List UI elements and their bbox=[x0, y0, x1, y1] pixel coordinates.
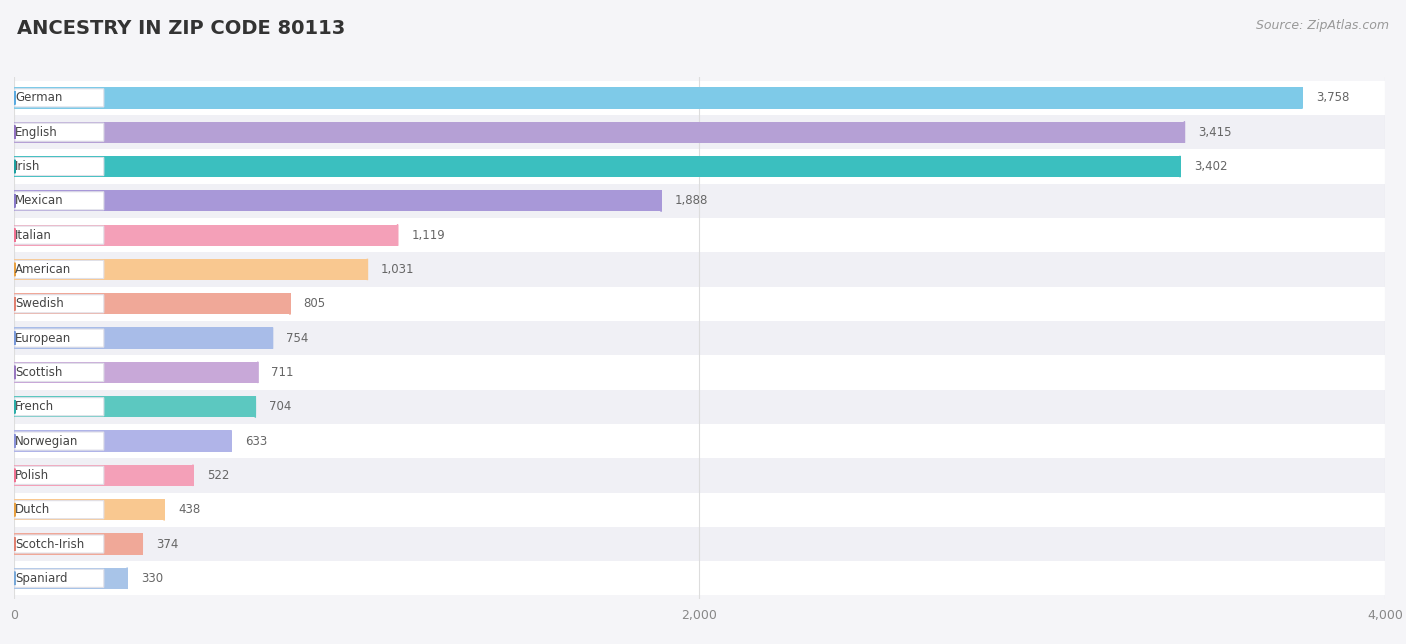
Bar bbox=[14, 225, 398, 246]
Bar bbox=[14, 533, 142, 554]
Bar bbox=[14, 390, 1385, 424]
Text: 754: 754 bbox=[287, 332, 308, 345]
Text: Scottish: Scottish bbox=[15, 366, 62, 379]
Bar bbox=[14, 561, 1385, 596]
Bar bbox=[14, 122, 1184, 143]
FancyBboxPatch shape bbox=[14, 432, 104, 450]
Text: 522: 522 bbox=[207, 469, 229, 482]
Bar bbox=[14, 568, 127, 589]
Text: Norwegian: Norwegian bbox=[15, 435, 79, 448]
Bar bbox=[14, 430, 231, 451]
FancyBboxPatch shape bbox=[14, 329, 104, 347]
Text: French: French bbox=[15, 400, 53, 413]
Text: 805: 805 bbox=[304, 298, 326, 310]
Bar bbox=[14, 396, 256, 417]
Bar bbox=[14, 321, 1385, 355]
FancyBboxPatch shape bbox=[14, 363, 104, 381]
Bar bbox=[14, 190, 661, 211]
FancyBboxPatch shape bbox=[14, 535, 104, 553]
Bar bbox=[14, 459, 1385, 493]
Text: 1,888: 1,888 bbox=[675, 194, 709, 207]
Bar bbox=[14, 355, 1385, 390]
Bar bbox=[14, 287, 1385, 321]
Text: 3,415: 3,415 bbox=[1198, 126, 1232, 138]
Bar bbox=[14, 293, 290, 314]
Text: 633: 633 bbox=[245, 435, 267, 448]
FancyBboxPatch shape bbox=[14, 226, 104, 244]
Bar bbox=[14, 527, 1385, 561]
FancyBboxPatch shape bbox=[14, 260, 104, 278]
FancyBboxPatch shape bbox=[14, 89, 104, 107]
Text: Irish: Irish bbox=[15, 160, 41, 173]
FancyBboxPatch shape bbox=[14, 569, 104, 587]
Bar bbox=[14, 493, 1385, 527]
Bar bbox=[14, 115, 1385, 149]
Bar bbox=[14, 465, 193, 486]
Text: 711: 711 bbox=[271, 366, 294, 379]
Text: ANCESTRY IN ZIP CODE 80113: ANCESTRY IN ZIP CODE 80113 bbox=[17, 19, 344, 39]
FancyBboxPatch shape bbox=[14, 398, 104, 416]
FancyBboxPatch shape bbox=[14, 500, 104, 518]
Text: English: English bbox=[15, 126, 58, 138]
Bar bbox=[14, 184, 1385, 218]
Text: 1,119: 1,119 bbox=[412, 229, 446, 242]
Bar bbox=[14, 156, 1180, 177]
Bar bbox=[14, 362, 257, 383]
FancyBboxPatch shape bbox=[14, 192, 104, 210]
Text: German: German bbox=[15, 91, 62, 104]
Text: 3,758: 3,758 bbox=[1316, 91, 1350, 104]
Bar bbox=[14, 252, 1385, 287]
Text: 704: 704 bbox=[269, 400, 291, 413]
Text: Spaniard: Spaniard bbox=[15, 572, 67, 585]
Text: Swedish: Swedish bbox=[15, 298, 63, 310]
FancyBboxPatch shape bbox=[14, 466, 104, 484]
Text: European: European bbox=[15, 332, 72, 345]
Text: Italian: Italian bbox=[15, 229, 52, 242]
Bar bbox=[14, 424, 1385, 459]
Text: Source: ZipAtlas.com: Source: ZipAtlas.com bbox=[1256, 19, 1389, 32]
Bar bbox=[14, 80, 1385, 115]
Bar bbox=[14, 327, 273, 349]
Text: 438: 438 bbox=[179, 503, 200, 516]
Bar bbox=[14, 259, 367, 280]
Text: 374: 374 bbox=[156, 538, 179, 551]
Bar bbox=[14, 149, 1385, 184]
Bar bbox=[14, 218, 1385, 252]
Text: 3,402: 3,402 bbox=[1194, 160, 1227, 173]
Text: Dutch: Dutch bbox=[15, 503, 51, 516]
Text: Polish: Polish bbox=[15, 469, 49, 482]
FancyBboxPatch shape bbox=[14, 123, 104, 141]
FancyBboxPatch shape bbox=[14, 158, 104, 176]
Text: Mexican: Mexican bbox=[15, 194, 63, 207]
Text: Scotch-Irish: Scotch-Irish bbox=[15, 538, 84, 551]
Bar bbox=[14, 499, 165, 520]
Text: 330: 330 bbox=[141, 572, 163, 585]
FancyBboxPatch shape bbox=[14, 295, 104, 313]
Text: American: American bbox=[15, 263, 72, 276]
Text: 1,031: 1,031 bbox=[381, 263, 415, 276]
Bar bbox=[14, 87, 1302, 108]
